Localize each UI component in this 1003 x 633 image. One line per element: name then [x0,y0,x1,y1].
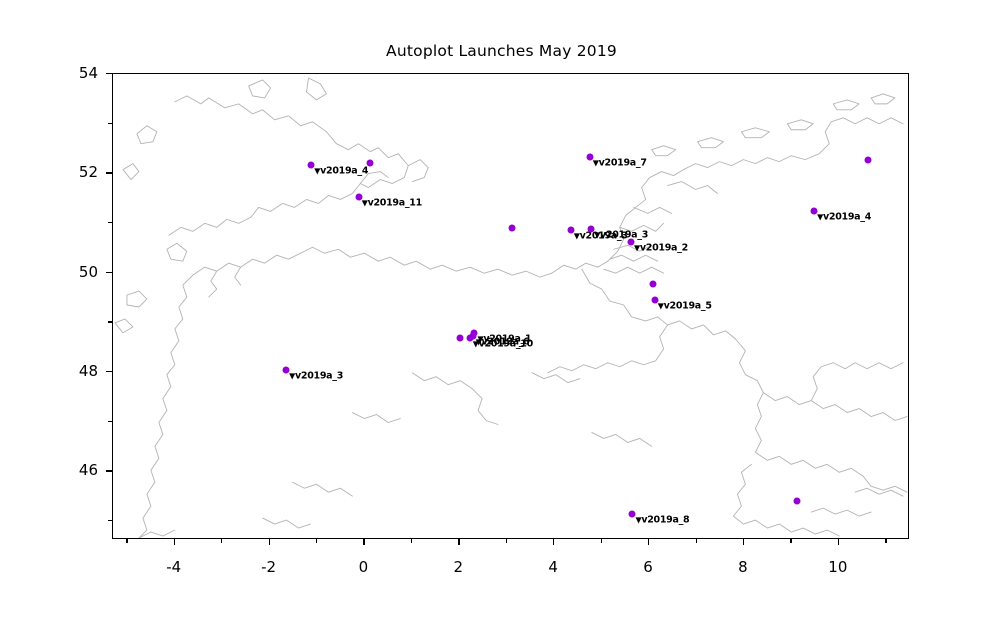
x-axis-tick [837,539,840,545]
y-axis-tick [106,172,112,174]
x-axis-tick-label: 10 [828,558,848,576]
x-axis-minor-tick [885,539,887,543]
scatter-point[interactable] [355,193,363,201]
y-axis-tick [106,271,112,274]
x-axis-minor-tick [505,539,508,543]
scatter-point[interactable] [366,159,374,167]
x-axis-tick-label: -4 [166,558,182,576]
x-axis-minor-tick [221,539,223,543]
x-axis-tick [742,539,745,545]
scatter-point-label: ▼v2019a_2 [634,242,688,254]
x-axis-minor-tick [315,539,318,543]
x-axis-tick [553,539,555,545]
scatter-point-label: ▼v2019a_11 [361,197,422,209]
x-axis-tick-label: 4 [548,558,558,576]
x-axis-tick-label: 2 [453,558,464,576]
scatter-point[interactable] [508,224,516,232]
scatter-point-label: ▼v2019a_4 [817,211,872,223]
x-axis-tick [648,539,650,545]
map-coastlines [114,77,908,538]
y-axis-minor-tick [108,122,112,124]
x-axis-minor-tick [126,539,128,543]
x-axis-minor-tick [695,539,697,543]
x-axis-tick [458,539,460,545]
scatter-point[interactable] [586,153,594,161]
y-axis-tick-label: 52 [78,163,98,182]
scatter-point-label: ▼v2019a_3 [594,229,649,241]
scatter-point[interactable] [307,161,315,169]
scatter-point[interactable] [567,226,575,234]
x-axis-tick [268,539,270,545]
y-axis-tick [106,371,112,373]
y-axis-tick-label: 48 [78,362,98,381]
x-axis-tick-label: 8 [738,558,748,576]
x-axis-tick-label: 6 [643,558,653,576]
scatter-point[interactable] [810,207,818,215]
scatter-point-label: ▼v2019a_6 [475,336,530,348]
y-axis-tick [106,73,112,75]
x-axis-minor-tick [790,539,792,543]
scatter-point-label: ▼v2019a_5 [657,300,712,312]
y-axis-minor-tick [108,321,112,323]
plot-area[interactable]: ▼v2019a_4 ▼v2019a_11 ▼v2019a_4 ▼v2019a_7 ▼v2… [112,73,909,539]
x-axis-tick-label: -2 [261,558,277,576]
scatter-point-label: ▼v2019a_3 [289,370,344,382]
x-axis-tick-label: 0 [358,558,369,576]
y-axis-minor-tick [108,420,112,423]
scatter-point[interactable] [793,497,801,505]
x-axis-tick [363,539,365,545]
y-axis-tick [106,470,112,472]
scatter-point-label: ▼v2019a_7 [592,157,647,169]
scatter-point-label: ▼v2019a_10 [472,338,533,350]
scatter-point[interactable] [587,225,595,233]
scatter-point[interactable] [466,334,474,342]
page-title: Autoplot Launches May 2019 [386,42,617,60]
y-axis-minor-tick [108,222,112,224]
x-axis-minor-tick [600,539,602,543]
scatter-point[interactable] [456,334,464,342]
scatter-series: ▼v2019a_4 ▼v2019a_11 ▼v2019a_4 ▼v2019a_7 ▼v2… [113,74,908,538]
scatter-point[interactable] [628,510,636,518]
y-axis-tick-label: 46 [78,461,98,480]
scatter-point-label: ▼v2019a_3 [573,230,628,242]
y-axis-minor-tick [108,520,112,522]
scatter-point[interactable] [282,366,290,374]
scatter-point-label: ▼v2019a_1 [477,333,532,345]
scatter-point-label: ▼v2019a_4 [314,165,369,177]
scatter-point[interactable] [627,238,635,246]
scatter-point-label: ▼v2019a_8 [635,514,690,526]
y-axis-tick-label: 50 [78,262,98,281]
scatter-point[interactable] [649,280,657,288]
x-axis-tick [173,539,175,545]
x-axis-minor-tick [410,539,413,543]
scatter-point[interactable] [864,156,872,164]
scatter-point[interactable] [651,296,659,304]
y-axis-tick-label: 54 [78,64,98,82]
